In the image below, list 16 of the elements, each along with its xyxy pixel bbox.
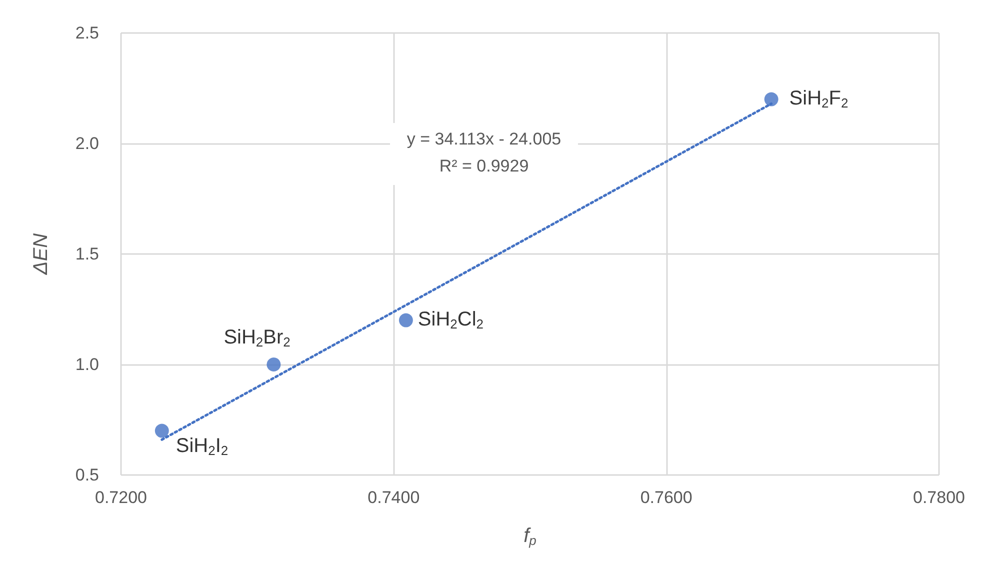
y-tick-label: 2.0 (75, 134, 99, 153)
point (266, 358, 281, 372)
annotation: R² = 0.9929 (439, 156, 529, 176)
point (764, 92, 778, 106)
point (154, 424, 169, 438)
y-tick-label: 1.5 (75, 244, 99, 264)
x-tick-label: 0.7200 (95, 488, 147, 507)
point (398, 313, 413, 328)
x-tick-label: 0.7400 (368, 488, 420, 507)
y-tick-label: 1.0 (75, 355, 99, 374)
y-tick-label: 0.5 (75, 466, 99, 484)
y-tick-label: 2.5 (75, 24, 99, 42)
y-axis-title: ΔEN (30, 232, 52, 276)
annotation: y = 34.113x - 24.005 (406, 130, 562, 148)
x-tick-label: 0.7800 (913, 488, 965, 507)
x-tick-label: 0.7600 (640, 488, 692, 507)
